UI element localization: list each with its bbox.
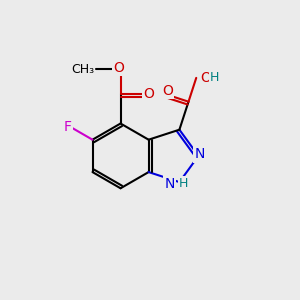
Text: F: F: [64, 120, 72, 134]
Text: O: O: [143, 87, 154, 101]
Text: CH₃: CH₃: [71, 62, 94, 76]
Text: H: H: [209, 71, 219, 84]
Text: N: N: [195, 147, 205, 161]
Text: O: O: [114, 61, 124, 75]
Text: H: H: [179, 177, 188, 190]
Text: O: O: [201, 71, 212, 85]
Text: N: N: [165, 177, 175, 190]
Text: O: O: [162, 84, 173, 98]
